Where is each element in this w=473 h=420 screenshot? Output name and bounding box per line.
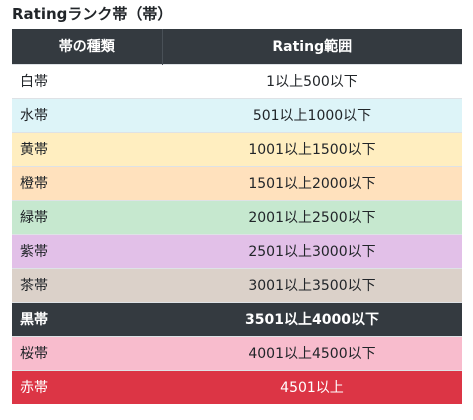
band-range: 1以上500以下 [162,63,462,98]
rating-rank-table: 帯の種類 Rating範囲 白帯 1以上500以下 水帯 501以上1000以下… [12,29,462,404]
band-name: 黄帯 [12,131,162,166]
table-row: 黒帯 3501以上4000以下 [12,301,462,336]
table-row: 茶帯 3001以上3500以下 [12,267,462,302]
band-range: 3001以上3500以下 [162,267,462,302]
table-row: 桜帯 4001以上4500以下 [12,335,462,370]
table-row: 赤帯 4501以上 [12,369,462,404]
band-name: 橙帯 [12,165,162,200]
band-name: 水帯 [12,97,162,132]
band-range: 1001以上1500以下 [162,131,462,166]
table-header: 帯の種類 Rating範囲 [12,29,462,64]
table-row: 紫帯 2501以上3000以下 [12,233,462,268]
band-range: 4501以上 [162,369,462,404]
table-row: 橙帯 1501以上2000以下 [12,165,462,200]
band-range: 2501以上3000以下 [162,233,462,268]
table-row: 水帯 501以上1000以下 [12,97,462,132]
band-range: 3501以上4000以下 [162,301,462,336]
band-name: 緑帯 [12,199,162,234]
table-title: Ratingランク帯（帯） [12,5,173,23]
band-name: 桜帯 [12,335,162,370]
band-name: 白帯 [12,63,162,98]
band-range: 501以上1000以下 [162,97,462,132]
band-name: 紫帯 [12,233,162,268]
band-name: 茶帯 [12,267,162,302]
band-range: 4001以上4500以下 [162,335,462,370]
band-name: 赤帯 [12,369,162,404]
band-name: 黒帯 [12,301,162,336]
header-band-type: 帯の種類 [12,29,163,64]
header-row: 帯の種類 Rating範囲 [12,29,462,64]
band-range: 1501以上2000以下 [162,165,462,200]
band-range: 2001以上2500以下 [162,199,462,234]
table-row: 緑帯 2001以上2500以下 [12,199,462,234]
table-row: 白帯 1以上500以下 [12,63,462,98]
header-rating-range: Rating範囲 [162,29,462,64]
table-row: 黄帯 1001以上1500以下 [12,131,462,166]
table-body: 白帯 1以上500以下 水帯 501以上1000以下 黄帯 1001以上1500… [12,63,462,404]
